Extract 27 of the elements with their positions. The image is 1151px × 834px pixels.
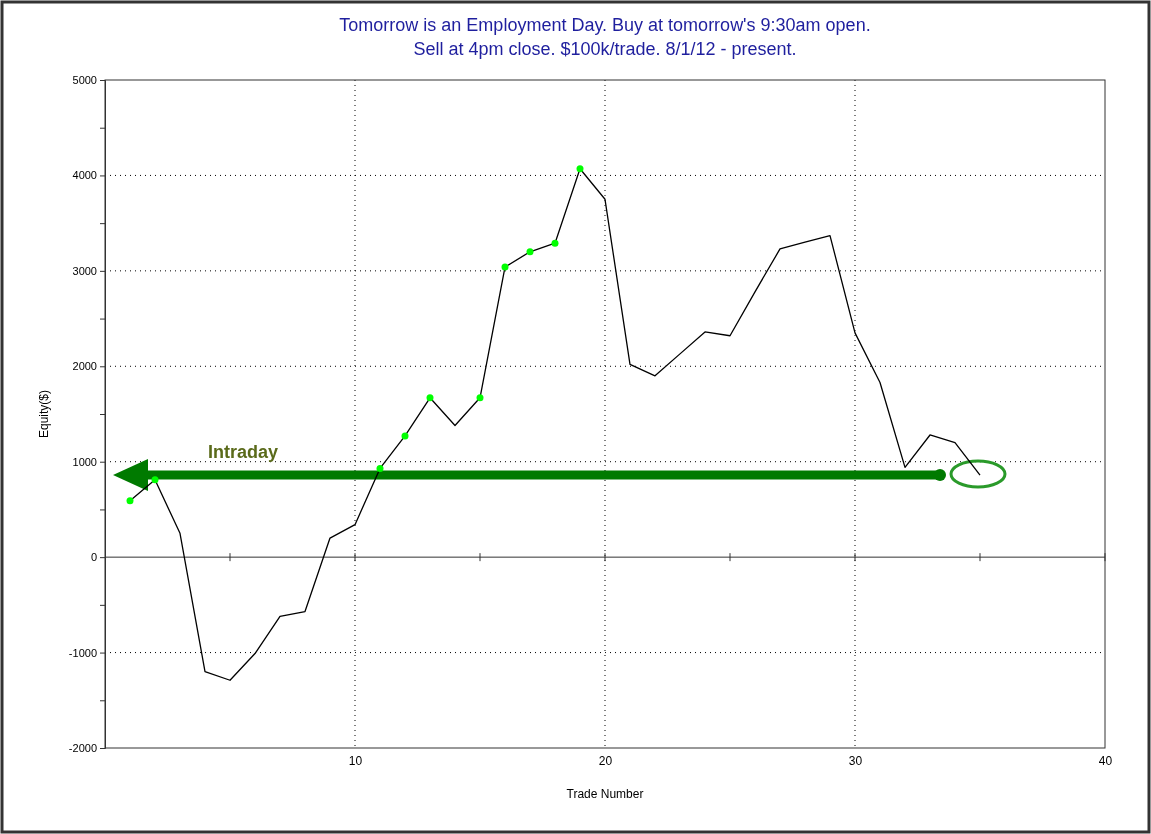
- x-axis-title: Trade Number: [566, 787, 644, 801]
- y-tick-label: 5000: [72, 74, 97, 87]
- y-tick-label: 4000: [72, 169, 97, 182]
- y-tick-label: 3000: [72, 264, 97, 277]
- x-tick-label: 20: [598, 754, 613, 769]
- chart-subtitle: Sell at 4pm close. $100k/trade. 8/1/12 - present.: [413, 39, 797, 59]
- point: [476, 394, 484, 402]
- x-tick-label: 40: [1098, 754, 1113, 769]
- annotation: Intraday: [208, 442, 279, 462]
- y-tick-label: -1000: [68, 646, 97, 659]
- y-tick-label: 1000: [72, 455, 97, 468]
- point: [576, 165, 584, 173]
- y-axis-title: Equity($): [37, 389, 51, 439]
- point: [376, 464, 384, 472]
- point: [151, 476, 159, 484]
- point: [526, 248, 534, 256]
- chart-title: Tomorrow is an Employment Day. Buy at tomorrow's 9:30am open.: [339, 15, 871, 35]
- point: [401, 432, 409, 440]
- point: [551, 239, 559, 247]
- point: [126, 497, 134, 505]
- y-tick-label: 0: [90, 551, 97, 564]
- point: [501, 263, 509, 271]
- x-tick-label: 10: [348, 754, 363, 769]
- x-tick-label: 30: [848, 754, 863, 769]
- y-tick-label: 2000: [72, 360, 97, 373]
- y-tick-label: -2000: [68, 742, 97, 755]
- point: [426, 394, 434, 402]
